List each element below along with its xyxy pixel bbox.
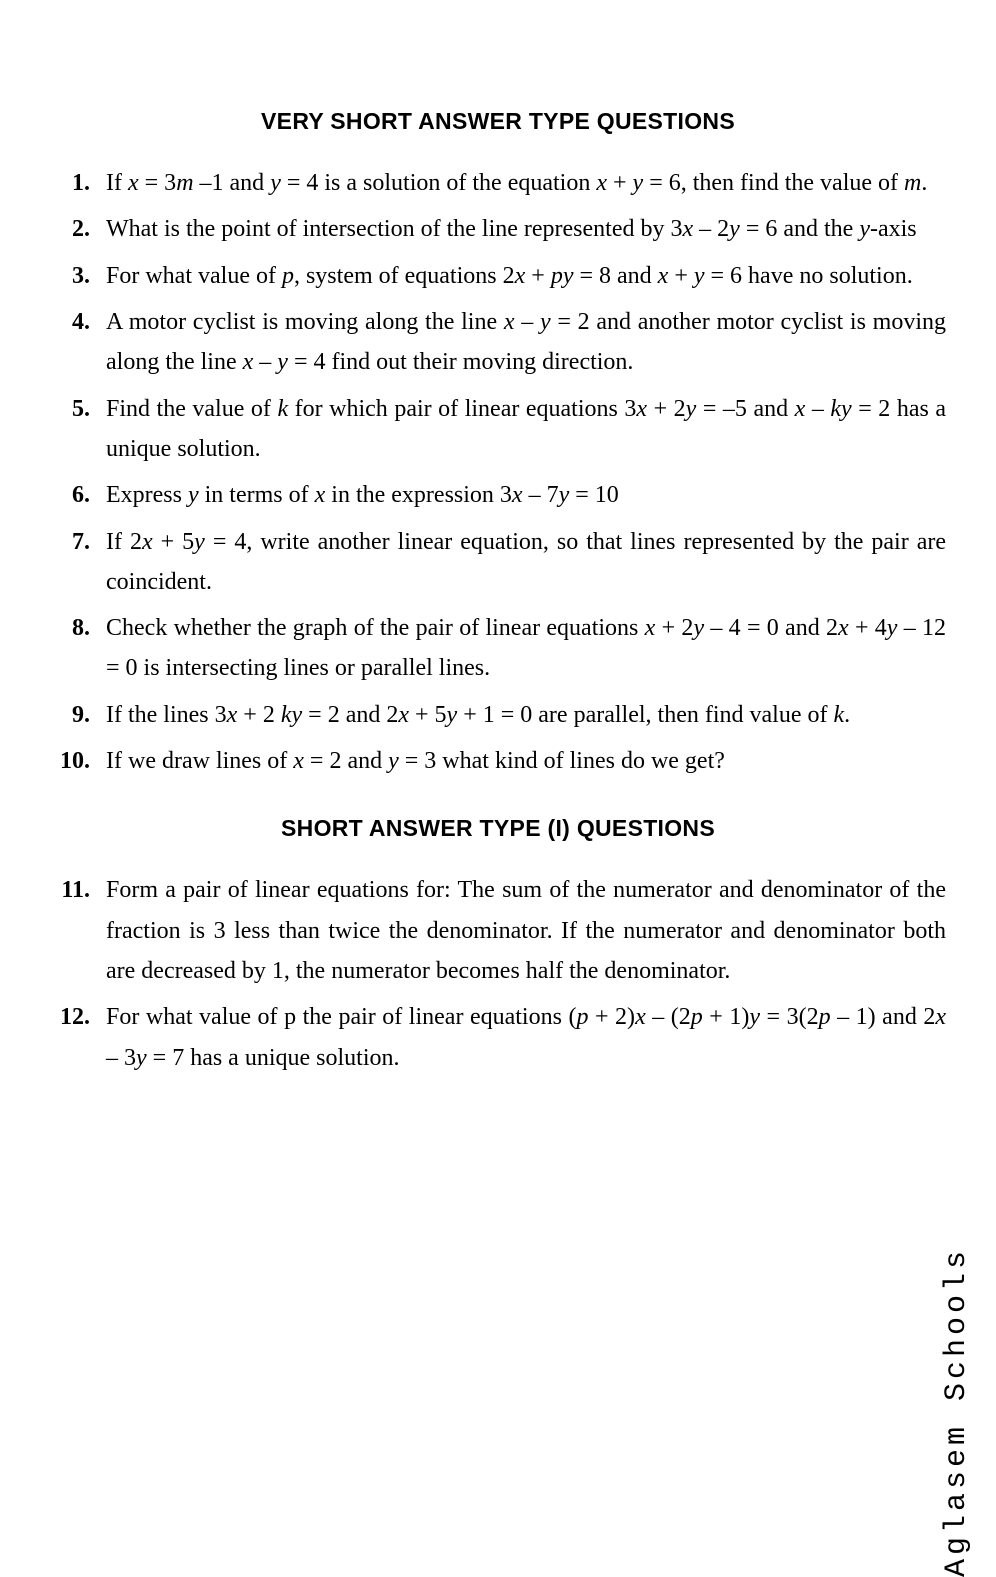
question-item: 9.If the lines 3x + 2 ky = 2 and 2x + 5y… [50,695,946,735]
question-number: 6. [50,475,106,515]
question-text: For what value of p, system of equations… [106,256,946,296]
question-number: 1. [50,163,106,203]
question-number: 5. [50,389,106,429]
question-number: 3. [50,256,106,296]
question-text: A motor cyclist is moving along the line… [106,302,946,383]
question-list-very-short: 1.If x = 3m –1 and y = 4 is a solution o… [50,163,946,781]
question-number: 12. [50,997,106,1037]
question-text: What is the point of intersection of the… [106,209,946,249]
question-item: 6.Express y in terms of x in the express… [50,475,946,515]
question-item: 12.For what value of p the pair of linea… [50,997,946,1078]
question-item: 7.If 2x + 5y = 4, write another linear e… [50,522,946,603]
question-item: 10.If we draw lines of x = 2 and y = 3 w… [50,741,946,781]
question-list-short-i: 11.Form a pair of linear equations for: … [50,870,946,1078]
question-number: 7. [50,522,106,562]
question-text: Check whether the graph of the pair of l… [106,608,946,689]
question-item: 8.Check whether the graph of the pair of… [50,608,946,689]
question-item: 2.What is the point of intersection of t… [50,209,946,249]
question-number: 10. [50,741,106,781]
section-heading-short-i: SHORT ANSWER TYPE (I) QUESTIONS [50,815,946,842]
question-text: For what value of p the pair of linear e… [106,997,946,1078]
question-text: Find the value of k for which pair of li… [106,389,946,470]
document-page: VERY SHORT ANSWER TYPE QUESTIONS 1.If x … [0,0,996,1355]
question-number: 11. [50,870,106,910]
question-number: 4. [50,302,106,342]
question-number: 9. [50,695,106,735]
watermark-text: Aglasem Schools [940,1247,974,1577]
question-text: Form a pair of linear equations for: The… [106,870,946,991]
question-text: Express y in terms of x in the expressio… [106,475,946,515]
question-item: 4.A motor cyclist is moving along the li… [50,302,946,383]
section-heading-very-short: VERY SHORT ANSWER TYPE QUESTIONS [50,108,946,135]
question-item: 11.Form a pair of linear equations for: … [50,870,946,991]
question-item: 1.If x = 3m –1 and y = 4 is a solution o… [50,163,946,203]
question-text: If x = 3m –1 and y = 4 is a solution of … [106,163,946,203]
question-item: 3.For what value of p, system of equatio… [50,256,946,296]
question-text: If the lines 3x + 2 ky = 2 and 2x + 5y +… [106,695,946,735]
question-number: 8. [50,608,106,648]
question-text: If we draw lines of x = 2 and y = 3 what… [106,741,946,781]
question-item: 5.Find the value of k for which pair of … [50,389,946,470]
question-number: 2. [50,209,106,249]
question-text: If 2x + 5y = 4, write another linear equ… [106,522,946,603]
